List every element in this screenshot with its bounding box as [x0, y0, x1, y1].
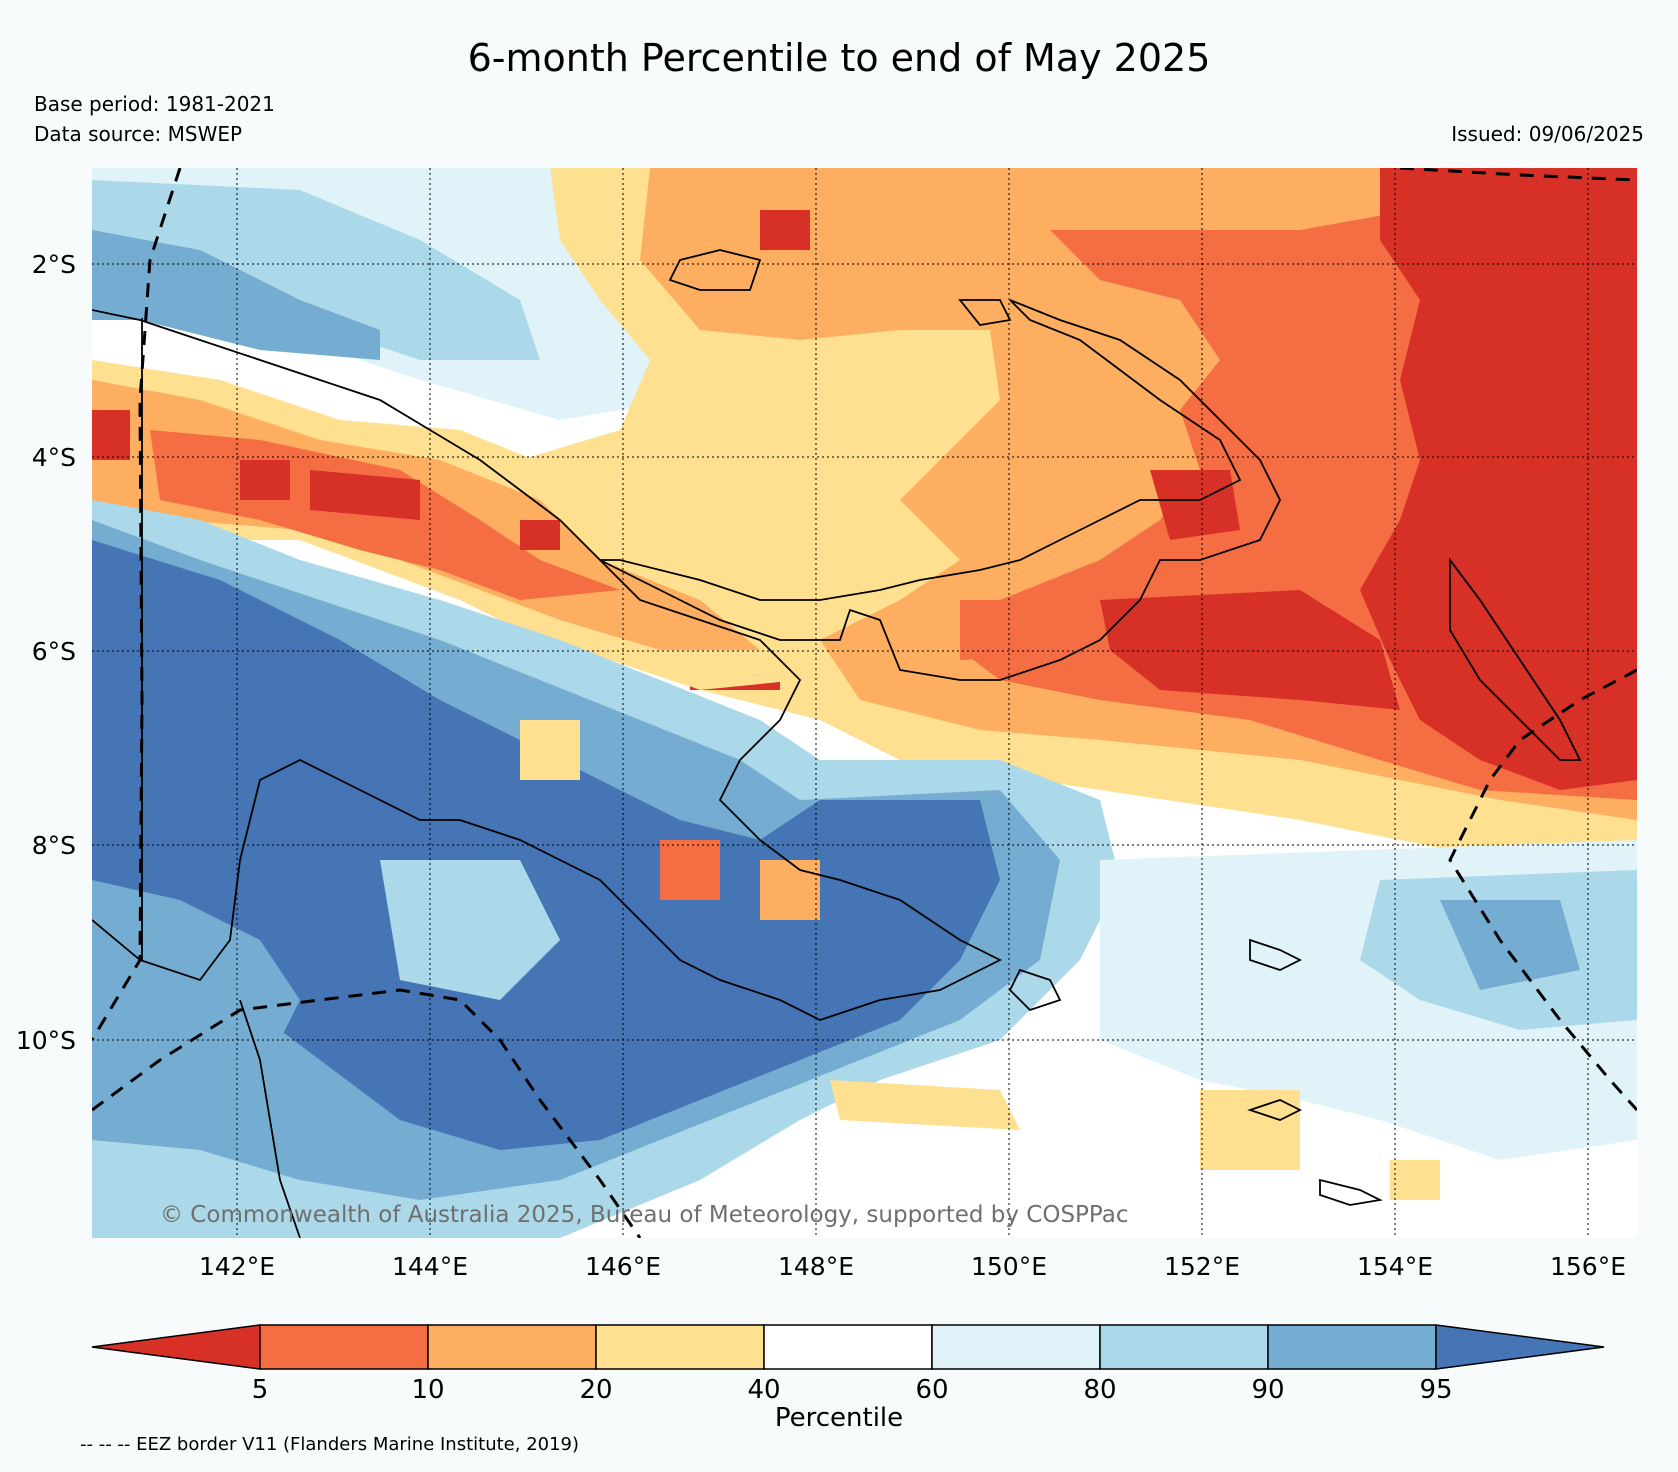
lat-label-10s: 10°S [16, 1026, 76, 1055]
lon-label-146e: 146°E [585, 1252, 661, 1281]
lon-label-142e: 142°E [199, 1252, 275, 1281]
colorbar-extend-low [91, 1324, 261, 1370]
lon-label-152e: 152°E [1164, 1252, 1240, 1281]
percentile-field [92, 168, 1637, 1238]
lat-label-2s: 2°S [32, 250, 76, 279]
colorbar-tick: 80 [1083, 1375, 1116, 1400]
graticule [92, 168, 1637, 1238]
colorbar-tick: 90 [1251, 1375, 1284, 1400]
eez-legend-note: -- -- -- EEZ border V11 (Flanders Marine… [80, 1434, 580, 1455]
colorbar-bin-60-80 [931, 1324, 1101, 1370]
colorbar-bin-90-95 [1267, 1324, 1437, 1370]
colorbar-bin-5-10 [259, 1324, 429, 1370]
lat-label-8s: 8°S [32, 831, 76, 860]
colorbar: 5 10 20 40 60 80 90 95 [91, 1324, 1605, 1400]
copyright-text: © Commonwealth of Australia 2025, Bureau… [160, 1202, 1129, 1228]
colorbar-tick: 10 [411, 1375, 444, 1400]
lat-label-6s: 6°S [32, 637, 76, 666]
map-title: 6-month Percentile to end of May 2025 [467, 36, 1211, 80]
colorbar-tick: 60 [915, 1375, 948, 1400]
data-source-label: Data source: MSWEP [34, 122, 243, 146]
lon-label-150e: 150°E [971, 1252, 1047, 1281]
colorbar-bin-40-60 [763, 1324, 933, 1370]
colorbar-tick: 40 [747, 1375, 780, 1400]
colorbar-bin-80-90 [1099, 1324, 1269, 1370]
lon-label-144e: 144°E [392, 1252, 468, 1281]
lon-label-156e: 156°E [1550, 1252, 1626, 1281]
lat-label-4s: 4°S [32, 443, 76, 472]
colorbar-tick: 95 [1419, 1375, 1452, 1400]
colorbar-tick: 5 [252, 1375, 269, 1400]
colorbar-extend-high [1435, 1324, 1605, 1370]
colorbar-tick: 20 [579, 1375, 612, 1400]
lon-label-154e: 154°E [1357, 1252, 1433, 1281]
issued-date-label: Issued: 09/06/2025 [1451, 122, 1644, 146]
colorbar-bin-10-20 [427, 1324, 597, 1370]
colorbar-title: Percentile [774, 1403, 904, 1433]
base-period-label: Base period: 1981-2021 [34, 92, 275, 116]
coastlines [92, 249, 1582, 1238]
percentile-map: 2°S 4°S 6°S 8°S 10°S 142°E 144°E 146°E 1… [16, 168, 1637, 1400]
colorbar-bin-20-40 [595, 1324, 765, 1370]
lon-label-148e: 148°E [778, 1252, 854, 1281]
